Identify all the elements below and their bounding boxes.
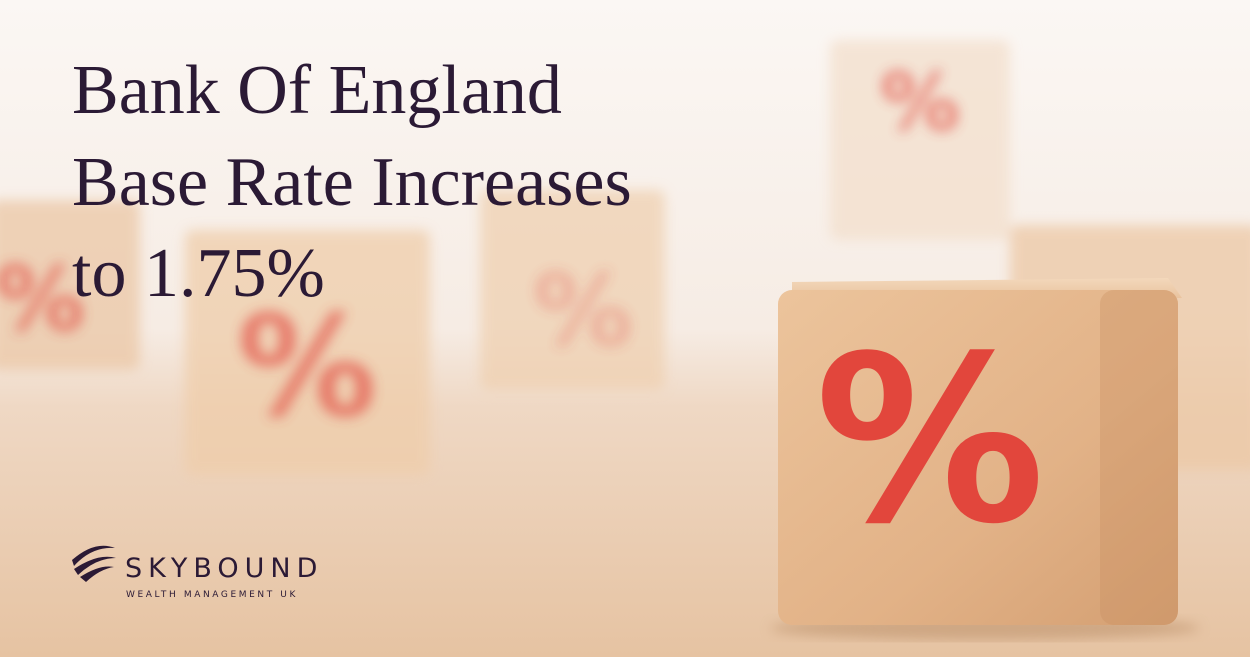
logo: SKYBOUND WEALTH MANAGEMENT UK bbox=[72, 545, 323, 600]
headline-line: Bank Of England bbox=[72, 52, 562, 129]
main-block bbox=[770, 278, 1200, 640]
logo-tagline: WEALTH MANAGEMENT UK bbox=[126, 590, 298, 600]
blurred-block-symbol: % bbox=[880, 56, 960, 149]
blurred-block-symbol: % bbox=[533, 252, 633, 369]
logo-name: SKYBOUND bbox=[125, 553, 323, 584]
blurred-block-symbol: % bbox=[0, 247, 85, 352]
blurred-block-symbol: % bbox=[237, 286, 377, 449]
block-symbol: % bbox=[815, 308, 1045, 575]
headline-line: Base Rate Increases bbox=[72, 144, 632, 221]
headline: Bank Of England Base Rate Increases to 1… bbox=[72, 52, 632, 312]
headline-line: to 1.75% bbox=[72, 235, 325, 312]
